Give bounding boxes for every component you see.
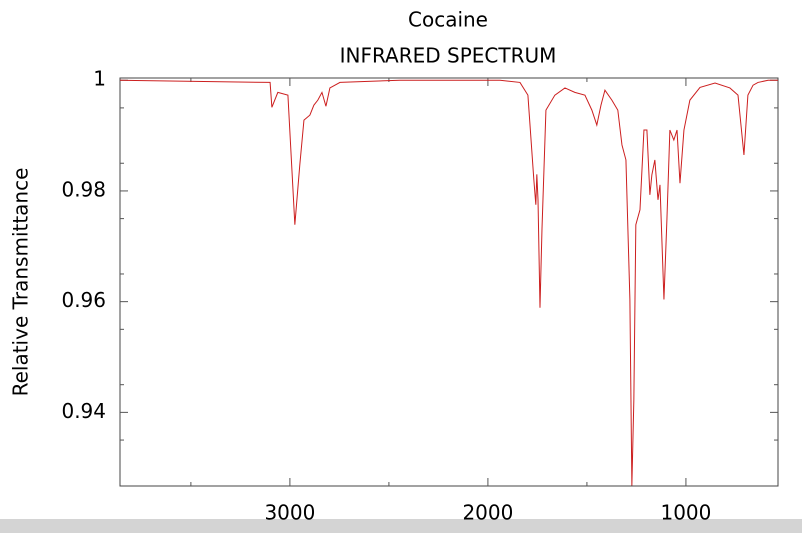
window-strip <box>0 519 802 533</box>
y-tick-label: 0.98 <box>61 177 106 201</box>
chart-title: Cocaine <box>408 8 488 32</box>
y-tick-label: 1 <box>93 67 106 91</box>
spectrum-line <box>119 79 778 486</box>
x-tick-label: 3000 <box>264 501 315 525</box>
x-tick-label: 2000 <box>462 501 513 525</box>
chart-subtitle: INFRARED SPECTRUM <box>340 44 557 68</box>
y-tick-label: 0.96 <box>61 288 106 312</box>
y-tick-label: 0.94 <box>61 399 106 423</box>
plot-frame <box>119 77 779 487</box>
x-tick-label: 1000 <box>660 501 711 525</box>
y-axis-label: Relative Transmittance <box>9 168 33 397</box>
